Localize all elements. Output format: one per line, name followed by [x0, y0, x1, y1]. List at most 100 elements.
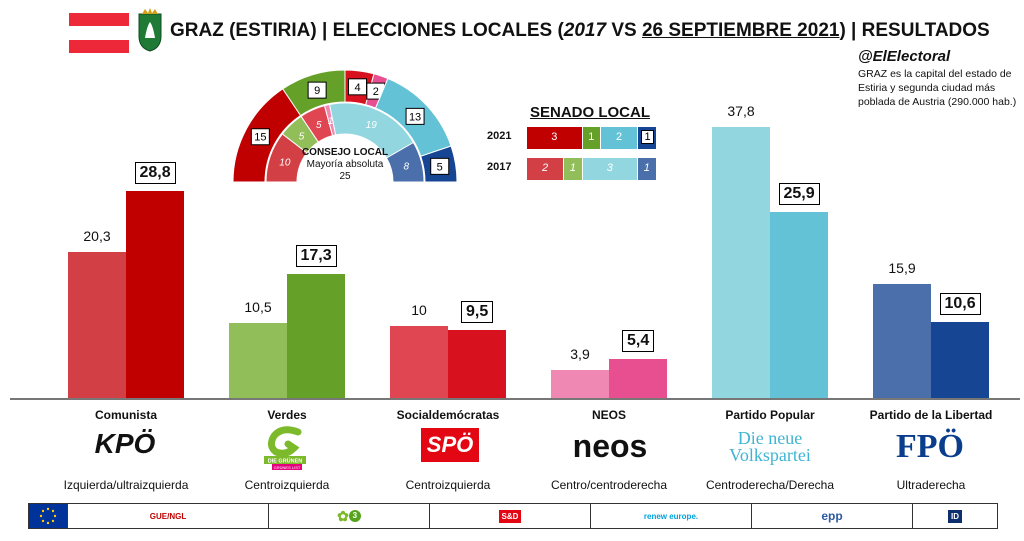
council-majority-value: 25 — [339, 171, 351, 182]
category-label-neos: NEOS — [591, 408, 626, 422]
epp-label: epp — [821, 509, 843, 523]
value-label-2017-verdes: 10,5 — [244, 298, 272, 315]
source-handle: @ElElectoral — [858, 48, 951, 65]
ovp-logo: Die neue Volkspartei — [690, 428, 850, 465]
bar-2021-neos — [609, 359, 667, 398]
page-title: GRAZ (ESTIRIA) | ELECCIONES LOCALES (201… — [170, 20, 990, 41]
spo-logo: SPÖ — [370, 428, 530, 462]
council-majority-label: Mayoría absoluta — [306, 159, 384, 170]
value-label-2021-fpo: 10,6 — [939, 292, 981, 315]
value-label-2021-ovp: 25,9 — [778, 183, 820, 206]
senate-seg-label_2021-ovp: 2 — [615, 131, 623, 143]
seat-label-2021-verdes: 9 — [314, 85, 320, 97]
senate-seg-label_2017-fpo: 1 — [643, 162, 650, 174]
s-and-d-label: S&D — [498, 509, 522, 523]
senate-title: SENADO LOCAL — [530, 104, 650, 121]
value-label-2017-ovp: 37,8 — [727, 102, 755, 119]
seat-label-2021-fpo: 5 — [437, 161, 443, 173]
ovp-logo-line2: Volkspartei — [729, 445, 811, 465]
id-group-logo: ID — [913, 504, 997, 528]
bar-2017-kpo — [68, 252, 126, 398]
seat-label-2017-verdes: 5 — [299, 132, 305, 143]
senate-seg-label_2021-verdes: 1 — [588, 131, 595, 143]
kpo-logo: KPÖ — [45, 428, 205, 460]
bar-2021-fpo — [931, 321, 989, 398]
bar-2017-spo — [390, 326, 448, 398]
spo-logo-text: SPÖ — [420, 428, 480, 462]
verdes-logo-icon: DIE GRÜNEN GRÜNES LIST — [264, 426, 306, 470]
source-note: GRAZ es la capital del estado de Estiria… — [858, 68, 1017, 108]
epp-logo: epp — [752, 504, 913, 528]
senate-seg_2017-verdes — [564, 158, 582, 180]
bar-2021-ovp — [770, 212, 828, 398]
senate-seg_2021-verdes — [582, 127, 600, 149]
seat-label-2017-ovp: 19 — [366, 120, 378, 131]
ideology-label-verdes: Centroizquierda — [244, 478, 330, 492]
neos-logo-text: neos — [572, 428, 648, 464]
renew-europe-logo: renew europe. — [591, 504, 752, 528]
seat-arc-2017-fpo — [385, 141, 425, 183]
seat-box-2021-verdes — [307, 81, 327, 99]
value-label-2017-neos: 3,9 — [570, 346, 590, 363]
verdes-logo-bottom: GRÜNES LIST — [274, 465, 301, 470]
bar-2017-neos — [551, 370, 609, 398]
council-title: CONSEJO LOCAL — [301, 147, 389, 158]
senate-seg_2017-kpo — [527, 158, 563, 180]
value-label-2017-kpo: 20,3 — [83, 228, 111, 245]
id-group-label: ID — [948, 509, 962, 523]
ideology-label-kpo: Izquierda/ultraizquierda — [63, 478, 189, 492]
renew-europe-label: renew europe. — [643, 511, 699, 521]
seat-label-2021-neos: 2 — [373, 86, 379, 98]
ovp-logo-line1: Die neue — [737, 428, 803, 448]
bar-2021-kpo — [126, 191, 184, 398]
bar-2021-verdes — [287, 273, 345, 398]
seat-label-2017-fpo: 8 — [404, 162, 410, 173]
seat-label-2021-spo: 4 — [354, 82, 360, 94]
senate-seg_2017-ovp — [582, 158, 637, 180]
bar-2017-verdes — [229, 322, 287, 398]
senate-seg-label_2021-kpo: 3 — [551, 131, 558, 143]
bar-2021-spo — [448, 329, 506, 398]
value-label-2021-spo: 9,5 — [461, 300, 494, 323]
value-label-2021-verdes: 17,3 — [295, 244, 337, 267]
seat-box-2021-kpo — [250, 128, 270, 146]
seat-label-2017-neos: 1 — [328, 116, 334, 127]
styria-crest-icon — [138, 8, 162, 52]
senate-seg_2021-ovp — [601, 127, 637, 149]
s-and-d-logo: S&D — [430, 504, 591, 528]
senate-seg_2021-kpo — [527, 127, 582, 149]
verdes-logo: DIE GRÜNEN GRÜNES LIST — [205, 424, 365, 477]
bar-2017-ovp — [712, 126, 770, 398]
senate-seg-label_2017-kpo: 2 — [541, 162, 549, 174]
senate-row-label-2021: 2021 — [487, 130, 512, 142]
category-label-ovp: Partido Popular — [725, 408, 815, 422]
value-label-2021-kpo: 28,8 — [134, 162, 176, 185]
chart-baseline — [10, 398, 1020, 400]
fpo-logo-text: FPÖ — [896, 428, 964, 465]
ideology-label-fpo: Ultraderecha — [896, 478, 966, 492]
bar-2017-fpo — [873, 283, 931, 398]
category-label-verdes: Verdes — [267, 408, 307, 422]
greens-efa-logo: ✿ 3 — [269, 504, 430, 528]
seat-label-2021-ovp: 13 — [409, 111, 421, 123]
council-caption: CONSEJO LOCAL Mayoría absoluta 25 — [295, 147, 395, 183]
seat-label-2021-kpo: 15 — [254, 132, 266, 144]
austria-flag — [69, 13, 129, 53]
seat-label-2017-spo: 5 — [316, 120, 322, 131]
sunflower-icon: ✿ — [337, 507, 349, 524]
ideology-label-neos: Centro/centroderecha — [550, 478, 668, 492]
greens-efa-label: 3 — [348, 510, 361, 522]
seat-box-2021-ovp — [405, 107, 425, 125]
senate-seg-label_2017-ovp: 3 — [606, 162, 613, 174]
neos-logo: neos — [530, 428, 690, 465]
seat-box-2021-fpo — [430, 157, 450, 175]
category-label-kpo: Comunista — [94, 408, 157, 422]
category-label-fpo: Partido de la Libertad — [869, 408, 993, 422]
verdes-logo-top: DIE GRÜNEN — [268, 458, 303, 465]
seat-label-2017-kpo: 10 — [279, 158, 291, 169]
senate-seg_2017-fpo — [638, 158, 656, 180]
senate-seg-label_2017-verdes: 1 — [569, 162, 576, 174]
gue-ngl-label: GUE/NGL — [149, 511, 187, 521]
eu-flag-icon — [29, 504, 68, 528]
